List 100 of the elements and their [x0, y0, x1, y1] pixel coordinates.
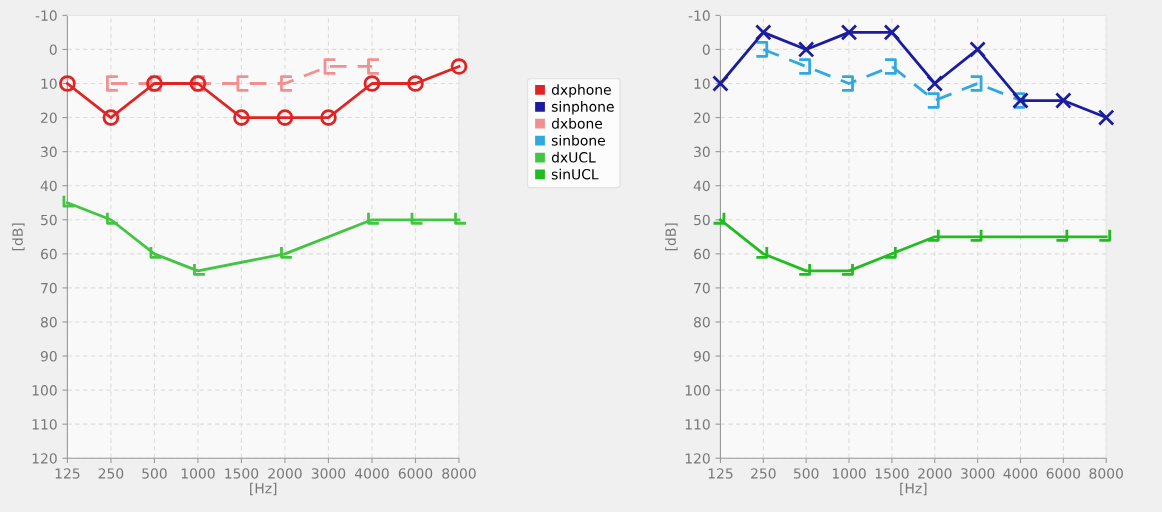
legend-label: dxphone — [551, 84, 611, 98]
point — [926, 92, 940, 109]
legend-label: dxbone — [551, 118, 603, 129]
y-tick-label: 40 — [693, 180, 710, 192]
y-tick-label: 30 — [41, 146, 57, 158]
point — [754, 245, 769, 259]
y-tick-label: 100 — [685, 385, 710, 396]
point — [233, 109, 250, 126]
point — [106, 211, 120, 225]
y-tick-label: 50 — [41, 214, 57, 226]
x-tick-label: 6000 — [1046, 468, 1081, 479]
y-tick-label: 20 — [41, 112, 57, 124]
x-tick-label: 250 — [98, 468, 124, 479]
y-tick-label: 60 — [694, 248, 710, 260]
legend-label: sinbone — [551, 134, 605, 146]
point — [883, 245, 897, 259]
point — [276, 109, 294, 126]
y-tick-label: 100 — [32, 385, 57, 396]
point — [193, 262, 207, 276]
y-tick-label: 80 — [40, 316, 57, 328]
y-tick-label: 40 — [40, 180, 57, 192]
point — [323, 58, 337, 75]
y-tick-label: 80 — [693, 316, 710, 328]
point — [1055, 92, 1072, 109]
x-tick-label: 125 — [55, 468, 80, 479]
x-tick-label: 1500 — [225, 468, 259, 479]
y-tick-label: 50 — [694, 214, 710, 226]
point — [450, 58, 468, 75]
y-tick-label: 60 — [40, 248, 57, 260]
point — [754, 41, 769, 58]
point — [797, 58, 812, 75]
y-tick-label: 10 — [41, 78, 57, 89]
point — [883, 24, 901, 41]
x-tick-label: 500 — [793, 468, 819, 479]
y-tick-label: 0 — [702, 44, 710, 55]
y-tick-label: 90 — [40, 351, 57, 362]
y-tick-label: -10 — [35, 10, 57, 21]
legend-label: sinphone — [551, 101, 614, 115]
y-tick-label: 20 — [694, 112, 710, 124]
point — [969, 41, 986, 58]
x-axis-title: [Hz] — [250, 482, 277, 496]
point — [1097, 109, 1115, 126]
point — [969, 75, 983, 92]
point — [367, 211, 381, 225]
legend-label: sinUCL — [551, 168, 599, 180]
y-tick-label: 120 — [32, 453, 57, 464]
point — [712, 75, 729, 92]
x-tick-label: 125 — [708, 468, 733, 479]
x-tick-label: 8000 — [1089, 468, 1123, 479]
point — [797, 41, 815, 58]
y-tick-label: 120 — [685, 453, 710, 464]
point — [236, 75, 250, 92]
point — [454, 211, 468, 225]
point — [1055, 228, 1069, 242]
y-axis-title: [dB] — [12, 223, 25, 251]
point — [840, 24, 858, 41]
x-tick-label: 4000 — [1003, 468, 1038, 479]
point — [410, 211, 424, 225]
y-tick-label: 110 — [685, 419, 710, 430]
point — [1097, 228, 1112, 242]
legend-label: dxUCL — [551, 151, 596, 163]
point — [320, 109, 337, 126]
y-tick-label: 110 — [32, 419, 57, 430]
point — [102, 109, 120, 126]
point — [106, 75, 120, 92]
y-tick-label: 10 — [694, 78, 710, 89]
x-tick-label: 3000 — [311, 468, 346, 479]
x-tick-label: 1000 — [181, 468, 215, 479]
x-tick-label: 8000 — [442, 468, 476, 479]
point — [363, 75, 381, 92]
x-tick-label: 2000 — [918, 468, 952, 479]
point — [59, 75, 76, 92]
point — [926, 228, 940, 242]
point — [280, 75, 294, 92]
point — [407, 75, 424, 92]
x-tick-label: 6000 — [398, 468, 433, 479]
point — [754, 24, 772, 41]
point — [149, 245, 163, 259]
y-tick-label: 70 — [694, 282, 710, 294]
x-tick-label: 250 — [751, 468, 776, 479]
x-tick-label: 4000 — [354, 468, 389, 479]
x-tick-label: 1500 — [875, 468, 909, 479]
point — [969, 228, 983, 242]
x-tick-label: 3000 — [961, 468, 995, 479]
point — [840, 262, 854, 276]
x-axis-title: [Hz] — [900, 482, 927, 496]
y-tick-label: 0 — [49, 44, 57, 55]
point — [280, 245, 294, 259]
y-tick-label: 90 — [693, 351, 710, 362]
point — [926, 75, 944, 92]
point — [189, 75, 207, 92]
y-tick-label: 30 — [694, 146, 710, 158]
x-tick-label: 1000 — [832, 468, 866, 479]
y-tick-label: -10 — [688, 10, 710, 21]
y-tick-label: 70 — [41, 282, 57, 294]
x-tick-label: 500 — [142, 468, 167, 479]
point — [797, 262, 812, 276]
point — [883, 58, 897, 75]
y-axis-title: [dB] — [665, 223, 678, 251]
point — [367, 58, 381, 75]
